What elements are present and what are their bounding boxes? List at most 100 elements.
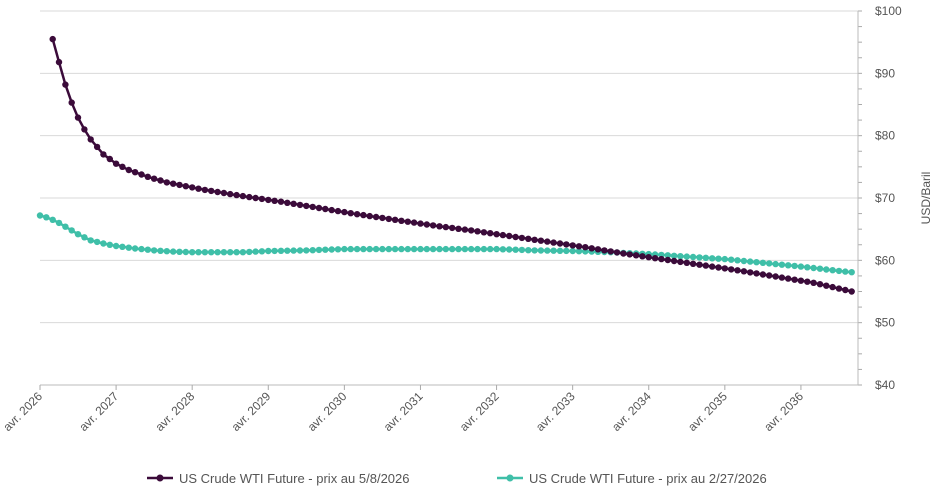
data-point [842, 268, 849, 275]
data-point [455, 245, 462, 253]
data-point [391, 245, 399, 253]
data-point [398, 217, 405, 224]
data-point [284, 199, 291, 206]
y-axis-title: USD/Baril [919, 172, 933, 225]
data-point [112, 242, 120, 250]
x-tick-label: avr. 2027 [76, 389, 121, 434]
data-point [512, 246, 519, 253]
data-point [563, 241, 570, 248]
data-point [823, 266, 830, 273]
data-point [322, 246, 329, 253]
data-point [512, 233, 519, 241]
data-point [550, 239, 557, 246]
data-point [740, 268, 748, 275]
legend-item-2[interactable]: US Crude WTI Future - prix au 2/27/2026 [497, 471, 767, 486]
data-point [157, 177, 164, 184]
data-point [277, 198, 285, 205]
data-point [423, 245, 430, 253]
data-point [670, 257, 678, 265]
data-point [74, 114, 82, 121]
data-point [233, 249, 240, 256]
data-point [772, 273, 779, 280]
data-point [449, 245, 456, 253]
data-point [715, 264, 722, 271]
data-point [588, 245, 595, 252]
y-tick-label: $50 [875, 316, 895, 330]
data-point [170, 180, 177, 187]
data-point [176, 248, 183, 255]
data-point [785, 275, 792, 282]
data-point [366, 245, 373, 253]
data-point [119, 163, 126, 170]
data-point [290, 200, 297, 207]
data-point [239, 249, 247, 256]
data-point [670, 252, 678, 259]
data-point [848, 288, 855, 295]
data-point [474, 228, 481, 235]
data-point [785, 262, 792, 269]
data-point [176, 181, 183, 189]
data-point [182, 183, 189, 190]
data-point [569, 247, 576, 255]
data-point [544, 238, 551, 245]
data-point [620, 250, 627, 257]
data-point [303, 247, 310, 254]
data-point [778, 274, 786, 281]
x-tick-label: avr. 2036 [761, 389, 806, 434]
legend[interactable]: US Crude WTI Future - prix au 5/8/2026 US… [147, 471, 767, 486]
data-point [334, 246, 342, 253]
data-point [664, 256, 671, 264]
data-point [296, 247, 304, 254]
data-point [144, 173, 151, 180]
data-point [563, 247, 570, 255]
data-point [112, 160, 120, 167]
data-point [93, 238, 101, 246]
data-point [468, 245, 475, 253]
data-point [398, 245, 405, 253]
data-point [391, 216, 399, 223]
data-point [144, 246, 151, 253]
data-point [360, 245, 367, 253]
data-point [360, 211, 367, 219]
data-point [474, 245, 481, 253]
data-point [246, 248, 253, 256]
data-point [208, 187, 215, 195]
data-point [125, 166, 132, 174]
legend-item-1[interactable]: US Crude WTI Future - prix au 5/8/2026 [147, 471, 409, 486]
data-point [772, 260, 779, 268]
data-point [131, 169, 139, 176]
data-point [835, 285, 843, 292]
x-tick-label: avr. 2033 [533, 389, 578, 434]
series-1 [49, 35, 855, 295]
data-point [721, 265, 728, 272]
data-point [334, 207, 342, 215]
data-point [518, 234, 526, 242]
data-point [556, 240, 564, 247]
data-point [100, 151, 107, 158]
x-tick-label: avr. 2035 [685, 389, 730, 434]
data-point [55, 219, 63, 227]
data-point [626, 251, 633, 258]
data-point [150, 247, 158, 254]
data-point [74, 231, 82, 238]
data-point [36, 212, 44, 219]
data-point [309, 203, 316, 211]
data-point [829, 267, 836, 274]
data-point [347, 245, 354, 253]
data-point [791, 262, 798, 270]
data-point [372, 245, 380, 253]
data-point [55, 58, 63, 66]
data-point [258, 248, 266, 255]
x-tick-label: avr. 2026 [0, 389, 45, 434]
data-point [709, 255, 716, 262]
data-point [157, 247, 164, 254]
x-tick-label: avr. 2032 [457, 389, 502, 434]
data-point [613, 249, 621, 256]
data-point [429, 245, 437, 253]
data-point [353, 245, 361, 253]
data-point [201, 186, 209, 194]
data-point [696, 261, 703, 268]
series-2 [36, 212, 855, 276]
data-point [138, 171, 145, 178]
data-point [220, 249, 228, 256]
